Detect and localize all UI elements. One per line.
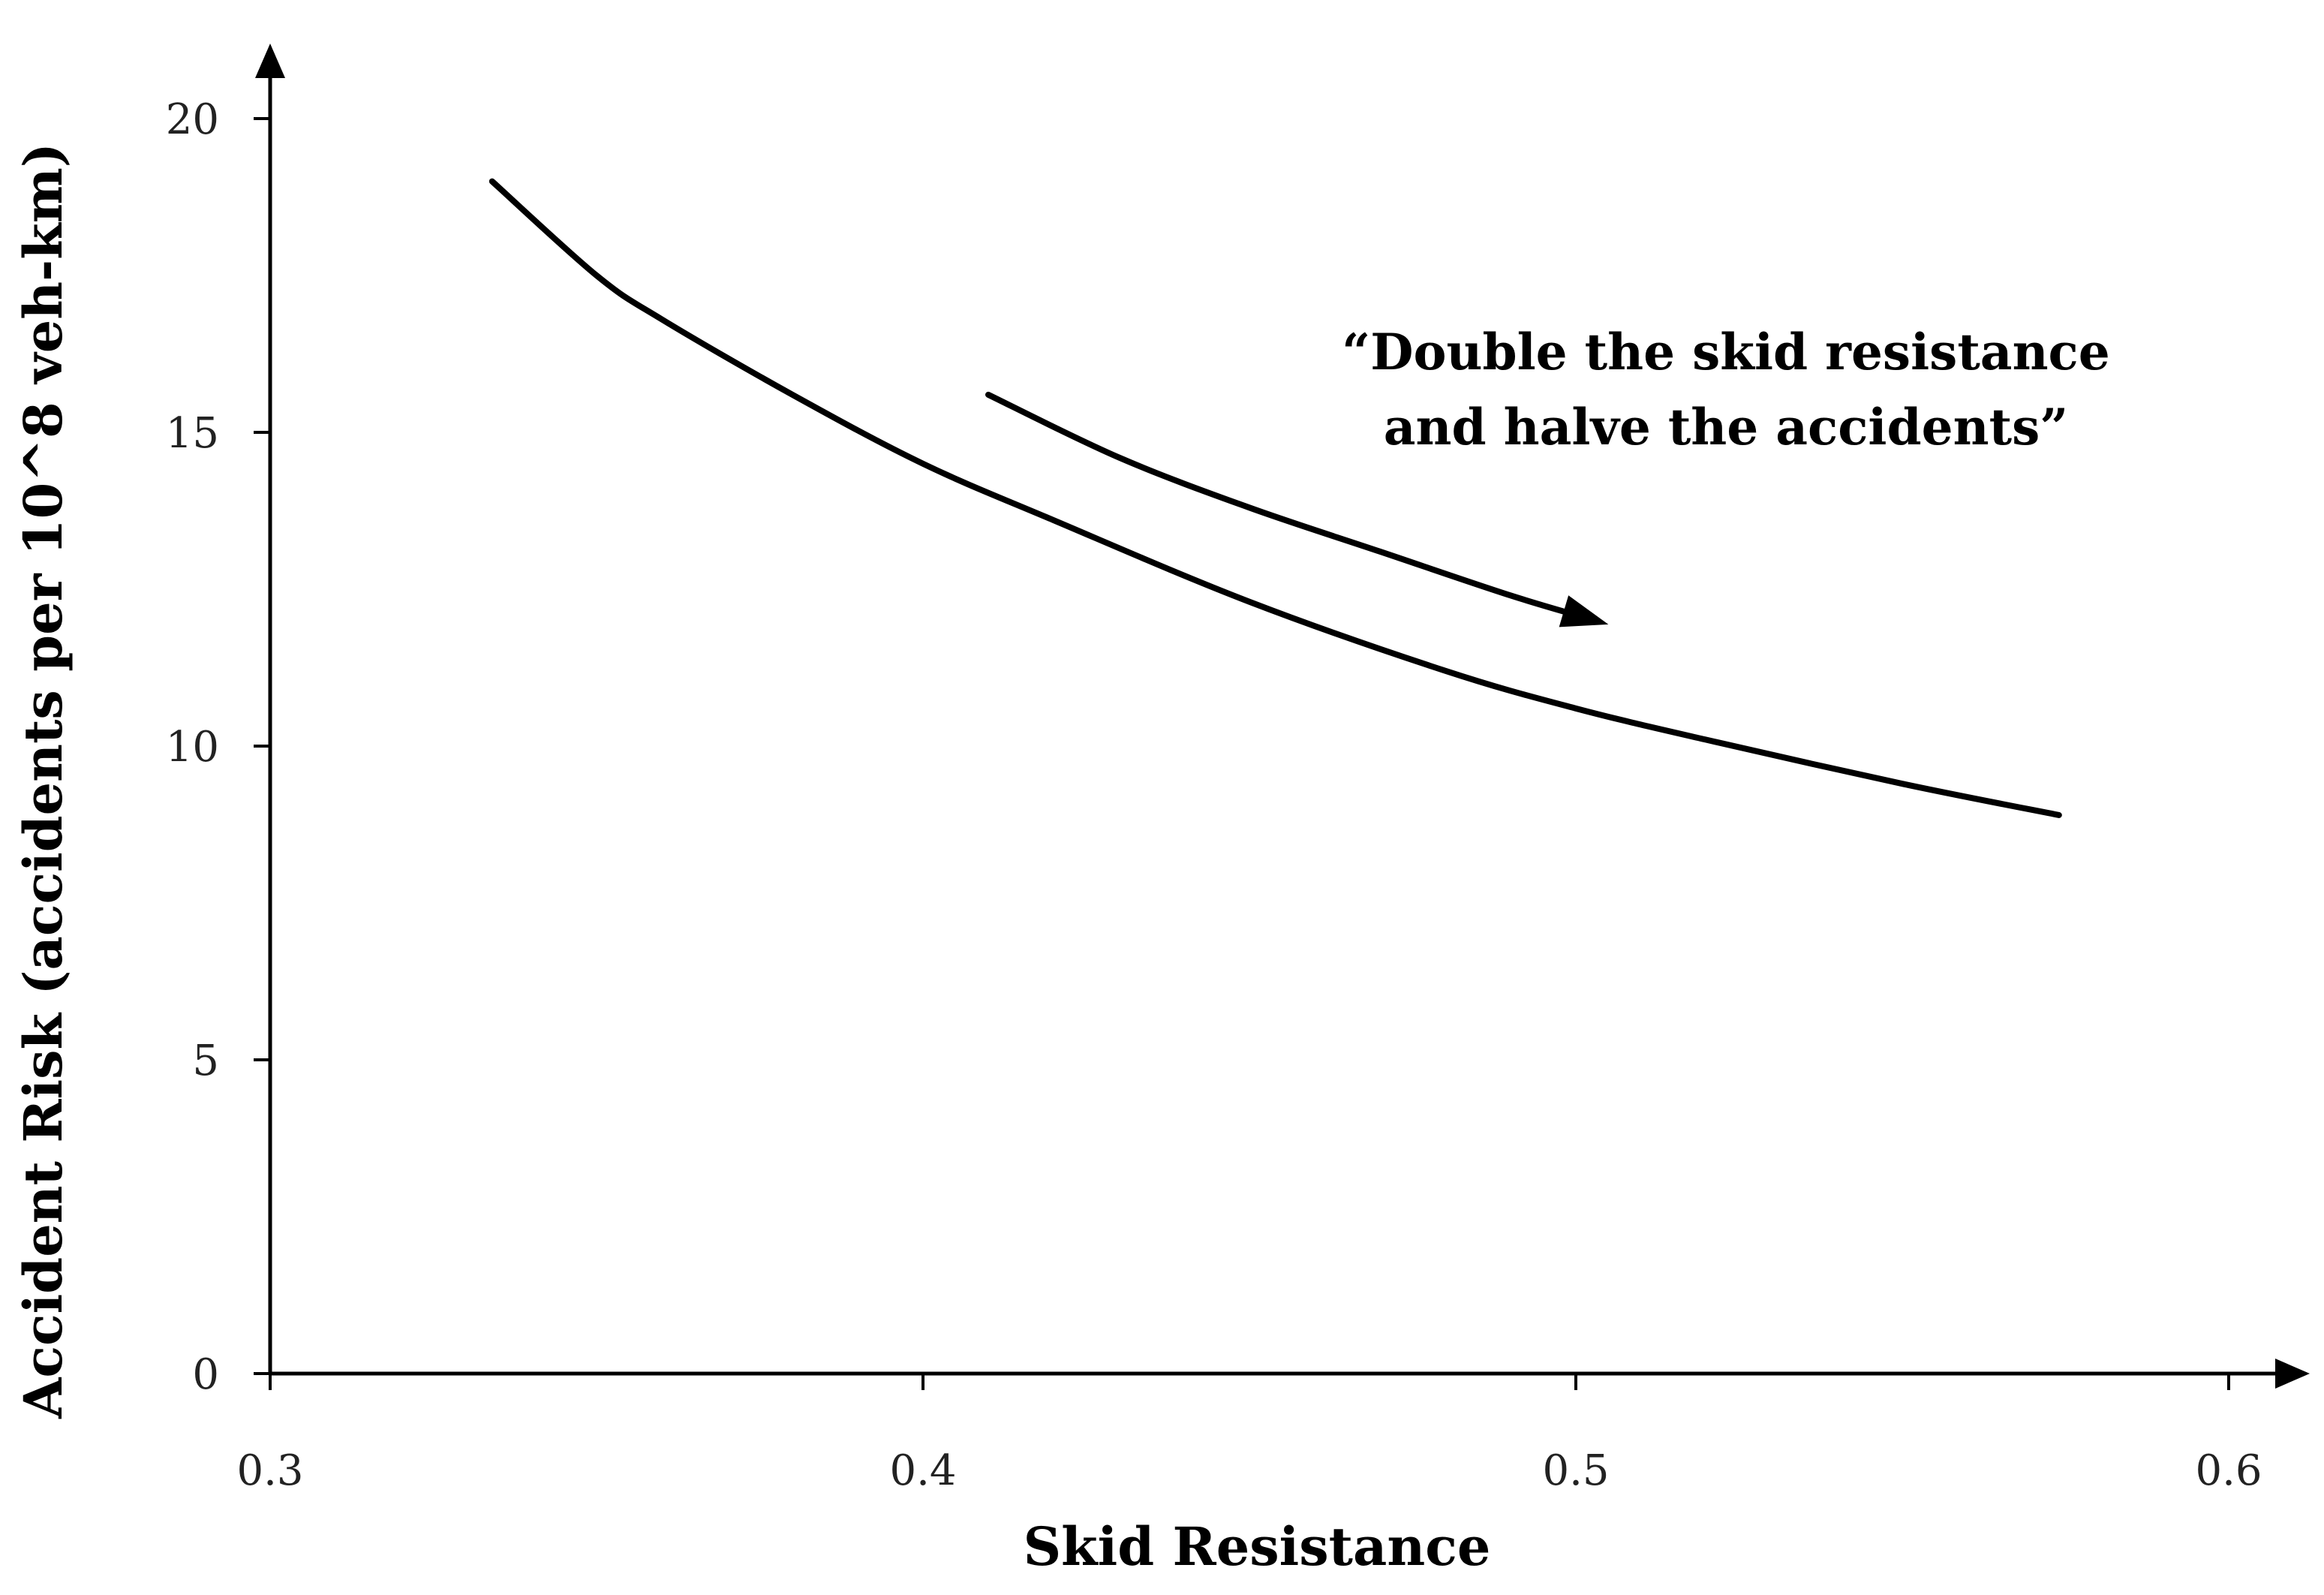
series-line-1 bbox=[489, 178, 2062, 818]
y-axis-title: Accident Risk (accidents per 10^8 veh-km… bbox=[12, 143, 74, 1419]
x-tick-label: 0.3 bbox=[236, 1446, 303, 1495]
annotation-line-2: and halve the accidents” bbox=[1384, 398, 2068, 456]
y-ticks: 0 5 10 15 20 bbox=[166, 95, 270, 1399]
y-tick-label: 5 bbox=[192, 1037, 219, 1085]
annotation-arrowhead bbox=[1559, 595, 1609, 627]
x-tick-label: 0.6 bbox=[2195, 1446, 2262, 1495]
annotation-arrow-line bbox=[985, 391, 1599, 624]
x-tick-label: 0.4 bbox=[889, 1446, 956, 1495]
series bbox=[489, 178, 2062, 818]
annotation: “Double the skid resistance and halve the… bbox=[985, 323, 2110, 627]
axes bbox=[255, 44, 2310, 1389]
y-tick-label: 15 bbox=[166, 409, 219, 458]
y-axis-arrowhead bbox=[255, 44, 285, 78]
annotation-line-1: “Double the skid resistance bbox=[1342, 323, 2109, 381]
x-ticks: 0.3 0.4 0.5 0.6 bbox=[236, 1374, 2262, 1495]
y-tick-label: 10 bbox=[166, 723, 219, 772]
y-tick-label: 0 bbox=[192, 1350, 219, 1399]
x-tick-label: 0.5 bbox=[1542, 1446, 1609, 1495]
y-tick-label: 20 bbox=[166, 95, 219, 144]
annotation-text: “Double the skid resistance and halve the… bbox=[1342, 323, 2109, 456]
x-axis-title: Skid Resistance bbox=[1024, 1515, 1491, 1578]
x-axis-arrowhead bbox=[2275, 1359, 2310, 1389]
